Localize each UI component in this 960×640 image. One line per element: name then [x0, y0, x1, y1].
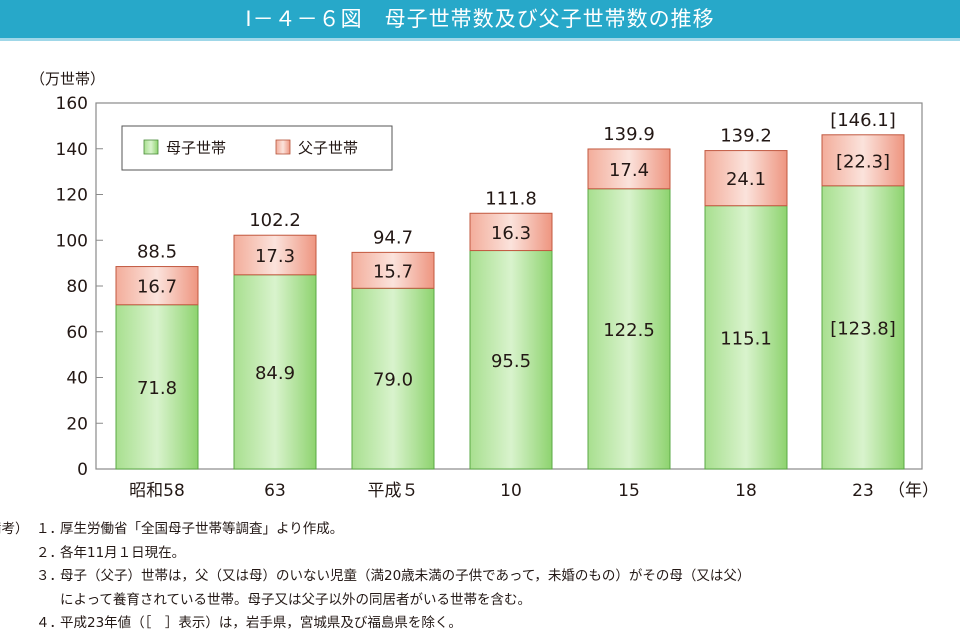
data-label-mother: 79.0: [373, 370, 413, 391]
data-label-total: 111.8: [485, 188, 537, 209]
notes: 備考） １． 厚生労働省「全国母子世帯等調査」より作成。 ２． 各年11月１日現…: [0, 518, 960, 636]
bar-mother: [469, 250, 553, 470]
y-tick-label: 20: [66, 414, 88, 434]
note-row: ４． 平成23年値（［ ］表示）は，岩手県，宮城県及び福島県を除く。: [0, 612, 960, 636]
bar-father: [469, 212, 553, 252]
data-label-father: 15.7: [373, 261, 413, 282]
data-label-mother: 115.1: [720, 328, 772, 349]
note-text: によって養育されている世帯。母子又は父子以外の同居者がいる世帯を含む。: [60, 591, 532, 608]
note-number: １．: [36, 521, 63, 537]
legend-swatch-father: [275, 139, 291, 155]
note-number: ２．: [36, 544, 63, 561]
y-tick-label: 80: [66, 277, 88, 297]
data-label-father: 17.4: [609, 160, 649, 181]
legend-label-mother: 母子世帯: [166, 139, 226, 157]
note-text: 母子（父子）世帯は，父（又は母）のいない児童（満20歳未満の子供であって，未婚の…: [60, 568, 751, 584]
bar-father: [351, 251, 435, 289]
data-label-total: 139.9: [603, 124, 655, 145]
data-label-total: 88.5: [137, 242, 177, 263]
y-tick-label: 40: [66, 369, 88, 389]
y-tick-label: 60: [66, 323, 88, 343]
note-row: によって養育されている世帯。母子又は父子以外の同居者がいる世帯を含む。: [0, 589, 960, 613]
title-bar: [0, 0, 960, 41]
x-tick-label: 23: [852, 481, 874, 501]
bar-mother: [704, 205, 788, 470]
chart-title: Ⅰ－４－６図 母子世帯数及び父子世帯数の推移: [245, 7, 715, 31]
bar-mother: [821, 185, 905, 470]
bar-mother: [587, 188, 671, 470]
bar-father: [821, 134, 905, 187]
y-axis-label: （万世帯）: [30, 70, 105, 88]
note-number: ４．: [36, 615, 63, 631]
legend-box: [121, 125, 393, 171]
x-tick-label: 10: [500, 481, 522, 501]
y-tick-label: 140: [56, 140, 88, 160]
data-label-total: [146.1]: [830, 110, 896, 131]
data-label-father: 16.3: [491, 223, 531, 244]
note-text: 厚生労働省「全国母子世帯等調査」より作成。: [60, 521, 344, 537]
x-tick-label: 平成５: [368, 481, 419, 501]
bar-father: [115, 266, 199, 306]
legend: 母子世帯 父子世帯: [121, 125, 393, 171]
y-tick-label: 160: [56, 94, 88, 114]
note-text: 各年11月１日現在。: [60, 544, 186, 561]
bar-mother: [233, 274, 317, 470]
bar-father: [704, 150, 788, 207]
note-row: ３． 母子（父子）世帯は，父（又は母）のいない児童（満20歳未満の子供であって，…: [0, 565, 960, 589]
x-tick-label: 昭和58: [129, 481, 185, 501]
x-tick-label: 15: [618, 481, 640, 501]
bar-father: [587, 148, 671, 190]
data-label-mother: 84.9: [255, 363, 295, 384]
data-label-father: [22.3]: [836, 151, 890, 172]
y-tick-label: 120: [56, 186, 88, 206]
data-label-total: 139.2: [720, 126, 772, 147]
y-tick-label: 100: [56, 231, 88, 251]
legend-label-father: 父子世帯: [298, 139, 358, 157]
note-row: 備考） １． 厚生労働省「全国母子世帯等調査」より作成。: [0, 518, 960, 542]
data-label-father: 16.7: [137, 277, 177, 298]
x-tick-label: 18: [735, 481, 757, 501]
data-label-total: 94.7: [373, 227, 413, 248]
note-number: ３．: [36, 568, 63, 584]
data-label-mother: 71.8: [137, 378, 177, 399]
y-tick-label: 0: [77, 460, 88, 480]
notes-heading: 備考）: [0, 521, 29, 537]
data-label-mother: 122.5: [603, 320, 655, 341]
bar-father: [233, 234, 317, 276]
note-text: 平成23年値（［ ］表示）は，岩手県，宮城県及び福島県を除く。: [60, 615, 462, 631]
data-label-mother: 95.5: [491, 351, 531, 372]
stacked-bar-chart: （万世帯） 0 20 40 60 80 100 120 140 160 71.8 16.7 88.5…: [30, 70, 939, 501]
data-label-total: 102.2: [249, 210, 301, 231]
legend-swatch-mother: [143, 139, 159, 155]
data-label-father: 17.3: [255, 246, 295, 267]
note-row: ２． 各年11月１日現在。: [0, 542, 960, 566]
bar-mother: [115, 304, 199, 470]
x-axis-unit: （年）: [888, 481, 939, 501]
x-tick-label: 63: [264, 481, 286, 501]
data-label-mother: [123.8]: [830, 318, 896, 339]
data-label-father: 24.1: [726, 169, 766, 190]
